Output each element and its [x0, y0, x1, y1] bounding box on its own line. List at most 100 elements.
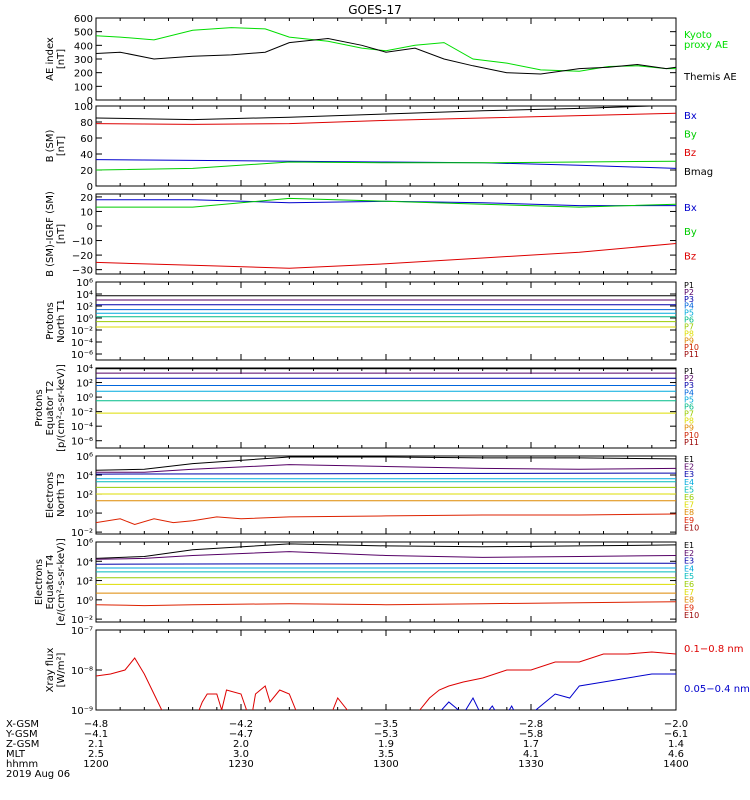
y-tick-label: −10 [72, 237, 93, 248]
x-tick-value: 1.7 [523, 739, 539, 750]
y-axis-label: AE index [45, 37, 56, 81]
series-themis-ae [96, 37, 676, 75]
legend-item: E7 [684, 501, 694, 510]
series-by [96, 197, 676, 208]
legend-item: 0.1−0.8 nm [684, 644, 743, 655]
legend-item: E6 [684, 493, 694, 502]
series-bz [96, 112, 676, 125]
y-axis-label: B (SM)-IGRF (SM) [45, 191, 56, 277]
legend-item: P5 [684, 309, 694, 318]
panel-frame [95, 629, 677, 711]
y-tick-label: 10⁻⁴ [71, 338, 93, 349]
y-tick-label: 10⁶ [76, 278, 93, 289]
y-tick-label: 0 [87, 96, 93, 107]
legend-item: Bz [684, 148, 696, 159]
y-tick-label: 10² [76, 490, 93, 501]
y-axis-label: Equator T2 [45, 381, 56, 436]
x-tick-value: 1.9 [378, 739, 394, 750]
panel-et4: 10⁶ 10⁴ 10² 10⁰ 10⁻² Electrons Equator T4 [e/(c… [34, 538, 699, 626]
panel-frame [95, 455, 677, 535]
series-bz [96, 243, 676, 269]
x-tick-value: 2.1 [88, 739, 104, 750]
series-kyoto-proxy-ae [96, 27, 676, 72]
x-tick-value: −4.1 [84, 729, 108, 740]
panel-bigrf: −30 −20 −10 0 10 20 B (SM)-IGRF (SM) [nT] Bx By Bz [45, 191, 697, 277]
legend-item: P3 [684, 295, 694, 304]
legend-item: E1 [684, 455, 694, 464]
legend-item: Bx [684, 203, 697, 214]
y-tick-label: 60 [80, 134, 93, 145]
legend-item: P2 [684, 374, 694, 383]
y-tick-label: 10⁴ [76, 471, 93, 482]
legend-item: P7 [684, 410, 694, 419]
y-tick-label: 10² [76, 379, 93, 390]
legend-item: P8 [684, 417, 694, 426]
legend-item: P7 [684, 323, 694, 332]
legend-item: E5 [684, 485, 694, 494]
x-row-label: 2019 Aug 06 [6, 769, 70, 780]
series-e1 [96, 543, 676, 559]
x-tick-value: −2.0 [664, 719, 688, 730]
y-tick-label: 40 [80, 150, 93, 161]
legend-item: P11 [684, 438, 699, 447]
y-tick-label: 10⁰ [76, 596, 93, 607]
legend-item: E2 [684, 463, 694, 472]
y-axis-label: Protons [45, 302, 56, 339]
series-e2 [96, 464, 676, 473]
y-tick-label: 10⁻⁴ [71, 422, 93, 433]
legend-item: P2 [684, 288, 694, 297]
y-axis-label: Electrons [34, 559, 45, 605]
y-tick-label: 10⁴ [76, 290, 93, 301]
y-tick-label: 0 [87, 222, 93, 233]
y-axis-label: [nT] [56, 49, 67, 69]
y-axis-label: Electrons [45, 472, 56, 518]
series-by [96, 160, 676, 171]
legend-item: P9 [684, 336, 694, 345]
legend-item: P10 [684, 431, 699, 440]
legend-item: E8 [684, 508, 694, 517]
series-e9 [96, 513, 676, 526]
y-tick-label: 20 [80, 193, 93, 204]
y-tick-label: 10⁶ [76, 538, 93, 549]
y-axis-label: [e/(cm²-s-sr-keV)] [56, 538, 67, 626]
y-axis-label: [nT] [56, 136, 67, 156]
y-tick-label: 10⁻⁷ [71, 626, 93, 637]
x-tick-value: 2.5 [88, 749, 104, 760]
y-tick-label: 10⁻⁶ [71, 350, 93, 361]
legend-item: P8 [684, 329, 694, 338]
y-tick-label: −20 [72, 251, 93, 262]
y-tick-label: 10⁻² [71, 528, 93, 539]
y-tick-label: 10⁻⁹ [71, 706, 93, 717]
legend-item: P3 [684, 381, 694, 390]
y-tick-label: 400 [74, 41, 93, 52]
legend-item: Themis AE [683, 72, 737, 83]
y-tick-label: 10⁻² [71, 615, 93, 626]
panel-ae: 0 100 200 300 400 500 600 AE index [nT] Kyotoprox… [45, 14, 737, 107]
panel-frame [95, 105, 677, 187]
legend-item: P1 [684, 281, 694, 290]
y-tick-label: 10² [76, 302, 93, 313]
legend-item: By [684, 130, 697, 141]
series-0-1-0-8-nm [96, 651, 676, 710]
legend-item: P5 [684, 395, 694, 404]
y-tick-label: 10⁻⁶ [71, 437, 93, 448]
legend-item: E5 [684, 572, 694, 581]
legend-item: P4 [684, 388, 694, 397]
x-row-label: Z-GSM [6, 739, 39, 750]
y-tick-label: 100 [74, 82, 93, 93]
y-axis-label: [p/(cm²-s-sr-keV)] [56, 364, 67, 452]
y-tick-label: 10⁻⁸ [71, 666, 93, 677]
y-axis-label: B (SM) [45, 129, 56, 162]
y-tick-label: 10⁻² [71, 408, 93, 419]
legend-item: E8 [684, 596, 694, 605]
panel-bsm: 0 20 40 60 80 100 B (SM) [nT] Bx By Bz Bmag [45, 102, 713, 193]
x-tick-value: 1.4 [668, 739, 684, 750]
y-tick-label: 100 [74, 102, 93, 113]
panel-frame [95, 367, 677, 449]
x-row-label: hhmm [6, 759, 38, 770]
panel-frame [95, 281, 677, 361]
